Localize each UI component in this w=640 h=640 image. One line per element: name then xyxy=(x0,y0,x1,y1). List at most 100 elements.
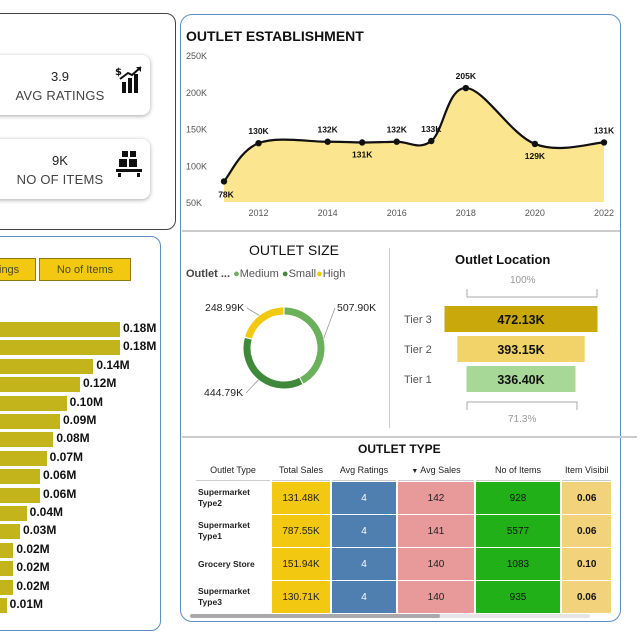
establishment-point[interactable] xyxy=(600,139,608,146)
legend-item-medium: Medium xyxy=(239,268,279,280)
item-type-bar[interactable] xyxy=(0,322,120,337)
establishment-data-label: 78K xyxy=(218,189,234,199)
cell-item-visibility: 0.06 xyxy=(562,515,612,547)
col-avg-sales-label: Avg Sales xyxy=(420,465,461,475)
x-tick-label: 2022 xyxy=(594,208,614,218)
cell-no-of-items: 935 xyxy=(476,581,560,613)
donut-slice-high[interactable] xyxy=(245,307,284,339)
item-type-bar[interactable] xyxy=(0,358,94,374)
item-type-bar[interactable] xyxy=(0,579,14,595)
cell-avg-sales: 141 xyxy=(398,515,474,547)
cell-total-sales: 130.71K xyxy=(272,581,330,613)
table-header-row: Outlet Type Total Sales Avg Ratings ▼ Av… xyxy=(196,460,612,481)
donut-leader-line xyxy=(323,307,336,339)
item-type-bar[interactable] xyxy=(0,395,67,411)
item-type-bar[interactable] xyxy=(0,340,120,356)
col-avg-sales[interactable]: ▼ Avg Sales xyxy=(398,460,474,481)
donut-data-label: 248.99K xyxy=(205,302,244,314)
cell-outlet-type: Grocery Store xyxy=(198,558,255,569)
establishment-data-label: 131K xyxy=(352,149,373,159)
funnel-bar-tier-2[interactable] xyxy=(457,336,585,362)
item-type-bar-label: 0.06M xyxy=(43,486,77,501)
item-type-bar-label: 0.18M xyxy=(123,339,157,354)
establishment-data-label: 130K xyxy=(248,126,269,136)
item-type-bar[interactable] xyxy=(0,487,40,503)
cell-outlet-type: Supermarket Type1 xyxy=(198,520,250,541)
establishment-data-label: 133K xyxy=(421,124,442,134)
col-outlet-type[interactable]: Outlet Type xyxy=(196,460,270,481)
y-tick-label: 250K xyxy=(186,51,207,61)
no-of-items-button[interactable]: No of Items xyxy=(39,258,131,281)
item-type-bar[interactable] xyxy=(0,377,80,393)
table-row[interactable]: Supermarket Type1 787.55K 4 141 5577 0.06 xyxy=(196,515,612,547)
cell-total-sales: 787.55K xyxy=(272,515,330,547)
establishment-point[interactable] xyxy=(255,140,262,147)
table-horizontal-scrollbar[interactable] xyxy=(190,614,590,618)
cell-total-sales: 151.94K xyxy=(272,548,330,580)
avg-ratings-button[interactable]: ings xyxy=(0,258,36,281)
donut-leader-line xyxy=(246,307,260,316)
cell-avg-sales: 142 xyxy=(398,482,474,514)
item-type-bar-label: 0.02M xyxy=(16,541,50,556)
table-row[interactable]: Supermarket Type2 131.48K 4 142 928 0.06 xyxy=(196,482,612,514)
establishment-point[interactable] xyxy=(324,138,331,145)
table-row[interactable]: Grocery Store 151.94K 4 140 1083 0.10 xyxy=(196,548,612,580)
item-type-bar-label: 0.08M xyxy=(56,431,90,446)
scrollbar-thumb[interactable] xyxy=(190,614,440,618)
no-of-items-card: 9K NO OF ITEMS xyxy=(0,139,150,199)
table-row[interactable]: Supermarket Type3 130.71K 4 140 935 0.06 xyxy=(196,581,612,613)
donut-slice-small[interactable] xyxy=(243,337,303,389)
item-type-bar[interactable] xyxy=(0,450,47,466)
item-type-bar[interactable] xyxy=(0,469,40,485)
establishment-data-label: 205K xyxy=(456,71,477,81)
item-type-bar[interactable] xyxy=(0,506,27,521)
col-avg-ratings[interactable]: Avg Ratings xyxy=(332,460,396,481)
item-type-bar[interactable] xyxy=(0,561,14,577)
donut-data-label: 444.79K xyxy=(204,387,243,399)
establishment-point[interactable] xyxy=(428,137,435,145)
item-type-bar[interactable] xyxy=(0,598,7,613)
legend-dot-icon: ● xyxy=(281,268,289,280)
establishment-data-label: 132K xyxy=(317,125,338,135)
x-tick-label: 2012 xyxy=(249,208,269,218)
establishment-point[interactable] xyxy=(531,140,539,148)
avg-ratings-label: AVG RATINGS xyxy=(15,88,105,103)
item-type-bar[interactable] xyxy=(0,432,54,448)
establishment-data-label: 129K xyxy=(525,151,546,161)
no-of-items-label: NO OF ITEMS xyxy=(16,172,104,187)
cell-no-of-items: 5577 xyxy=(476,515,560,547)
establishment-chart: 250K 200K 150K 100K 50K 2012 2014 2016 2018 2020… xyxy=(186,51,615,218)
divider xyxy=(182,436,637,438)
cell-item-visibility: 0.06 xyxy=(562,581,612,613)
cell-item-visibility: 0.10 xyxy=(562,548,612,580)
item-type-bar-label: 0.07M xyxy=(49,449,84,464)
donut-slice-medium[interactable] xyxy=(284,307,325,384)
item-type-bar-label: 0.10M xyxy=(69,394,104,409)
funnel-bar-tier-3[interactable] xyxy=(444,306,598,332)
funnel-bar-tier-1[interactable] xyxy=(466,366,576,392)
item-type-bar-label: 0.09M xyxy=(63,413,97,427)
cell-no-of-items: 1083 xyxy=(476,548,560,580)
funnel-category-label: Tier 2 xyxy=(404,344,432,356)
col-no-of-items[interactable]: No of Items xyxy=(476,460,560,481)
item-type-bar[interactable] xyxy=(0,414,60,429)
outlet-type-table: Outlet Type Total Sales Avg Ratings ▼ Av… xyxy=(194,459,613,614)
establishment-point[interactable] xyxy=(393,138,400,145)
establishment-point[interactable] xyxy=(462,84,470,92)
funnel-category-label: Tier 1 xyxy=(404,374,432,386)
establishment-point[interactable] xyxy=(220,178,228,185)
outlet-size-donut: 507.90K 444.79K 248.99K xyxy=(204,302,376,399)
cell-outlet-type: Supermarket Type3 xyxy=(198,586,250,607)
x-tick-label: 2016 xyxy=(387,208,407,218)
col-item-visibility[interactable]: Item Visibil xyxy=(562,460,612,481)
establishment-title: OUTLET ESTABLISHMENT xyxy=(186,28,364,44)
establishment-point[interactable] xyxy=(358,139,366,146)
item-type-bar[interactable] xyxy=(0,542,14,558)
legend-title: Outlet ... xyxy=(186,268,230,280)
item-type-bar-label: 0.06M xyxy=(43,468,77,483)
legend-dot-icon: ● xyxy=(316,268,323,280)
item-type-bar[interactable] xyxy=(0,524,20,540)
cell-no-of-items: 928 xyxy=(476,482,560,514)
y-tick-label: 100K xyxy=(186,161,207,171)
col-total-sales[interactable]: Total Sales xyxy=(272,460,330,481)
